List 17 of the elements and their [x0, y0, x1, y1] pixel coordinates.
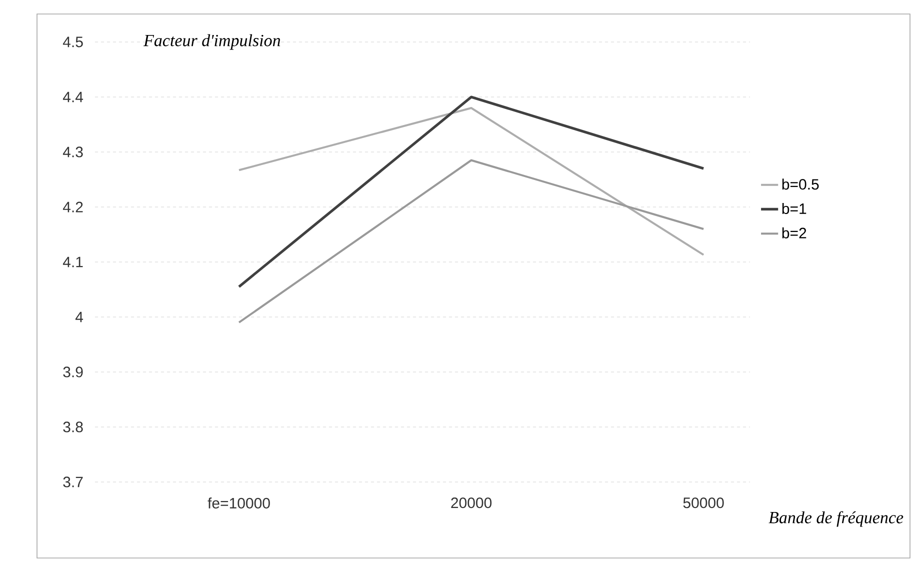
y-axis-title: Facteur d'impulsion	[143, 34, 280, 50]
y-tick-label: 3.8	[63, 422, 83, 432]
x-tick-label: fe=10000	[208, 498, 270, 509]
y-tick-label: 4.2	[62, 202, 83, 212]
legend-label: b=0.5	[782, 178, 819, 190]
x-tick-label: 50000	[683, 498, 724, 508]
y-tick-label: 4.1	[62, 256, 83, 268]
legend-label: b=1	[782, 203, 806, 214]
x-tick-label: 20000	[451, 498, 492, 508]
y-tick-label: 3.7	[63, 476, 83, 488]
y-tick-label: 4.5	[62, 36, 83, 48]
y-tick-label: 4	[75, 312, 84, 322]
legend-label: b=2	[782, 227, 806, 238]
x-axis-title: Bande de fréquence	[768, 511, 904, 527]
y-tick-label: 4.4	[62, 92, 84, 102]
y-tick-label: 4.3	[62, 146, 83, 158]
y-tick-label: 3.9	[63, 366, 83, 378]
